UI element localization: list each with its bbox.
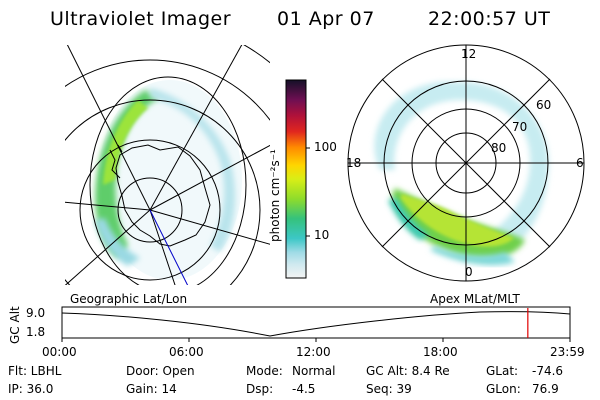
dsp-value: -4.5 [292,382,316,396]
gain-info: Gain: 14 [126,382,177,396]
lat-label-60: 60 [536,98,552,112]
altitude-axis-label: GC Alt [8,306,22,344]
mlt-label-6: 6 [576,156,584,170]
mlt-label-18: 18 [346,156,362,170]
time-tick-0600: 06:00 [169,345,204,359]
lat-label-80: 80 [491,141,507,155]
mode-label: Mode: [246,364,283,378]
time-label: 22:00:57 UT [428,8,551,30]
colorbar-tick-10: 10 [314,228,330,242]
altitude-tick-9: 9.0 [26,306,46,320]
dsp-label: Dsp: [246,382,274,396]
time-tick-1200: 12:00 [296,345,331,359]
geographic-image [65,45,270,285]
filter-info: Flt: LBHL [8,364,62,378]
time-tick-0000: 00:00 [42,345,77,359]
geographic-frame-label: Geographic Lat/Lon [70,292,188,306]
lat-label-70: 70 [512,120,528,134]
gc-alt-info: GC Alt: 8.4 Re [366,364,450,378]
glon-value: 76.9 [532,382,559,396]
apex-polar-image [347,44,585,282]
color-scale-bar [285,79,307,279]
door-info: Door: Open [126,364,195,378]
seq-info: Seq: 39 [366,382,412,396]
mode-value: Normal [292,364,336,378]
mlt-label-0: 0 [465,265,473,279]
glat-value: -74.6 [532,364,564,378]
altitude-tick-1-8: 1.8 [26,325,46,339]
instrument-title: Ultraviolet Imager [50,8,232,30]
date-label: 01 Apr 07 [277,8,375,30]
time-tick-1800: 18:00 [423,345,458,359]
glat-label: GLat: [486,364,519,378]
time-tick-2359: 23:59 [550,345,585,359]
colorbar-unit-label: photon cm⁻²s⁻¹ [268,149,282,242]
colorbar-tick-100: 100 [314,140,337,154]
ip-info: IP: 36.0 [8,382,54,396]
glon-label: GLon: [486,382,521,396]
mlt-label-12: 12 [461,47,477,61]
apex-frame-label: Apex MLat/MLT [430,292,520,306]
altitude-plot [61,306,571,342]
